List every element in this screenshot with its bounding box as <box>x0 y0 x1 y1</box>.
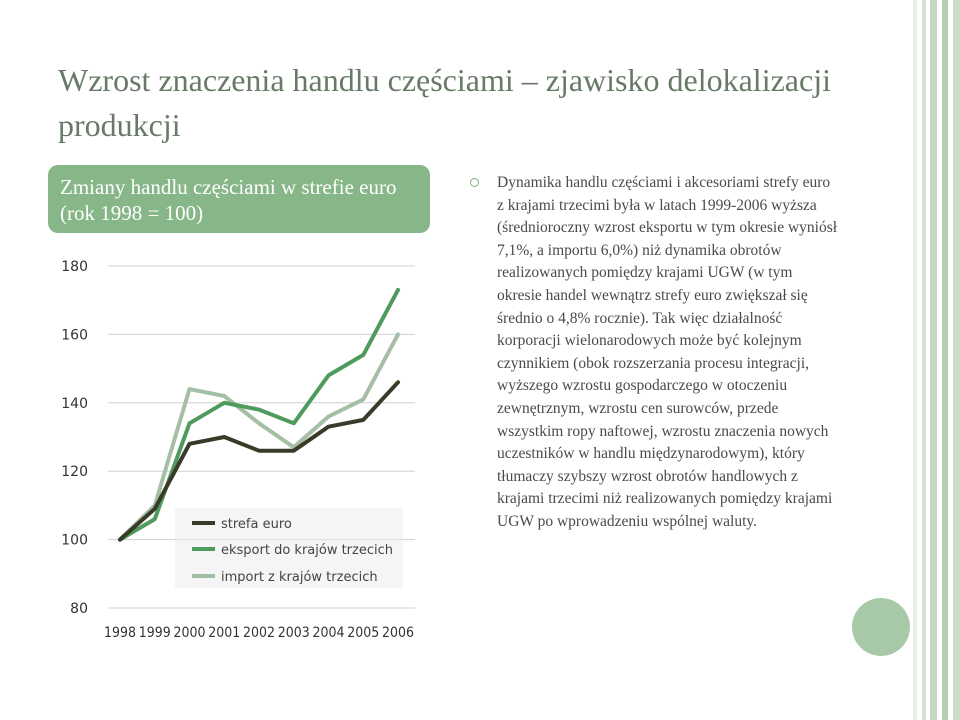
y-tick-label: 100 <box>61 533 88 549</box>
bullet-list: Dynamika handlu częściami i akcesoriami … <box>470 172 840 534</box>
legend-label-import: import z krajów trzecich <box>221 570 378 585</box>
y-tick-label: 120 <box>61 464 88 480</box>
x-tick-label: 2005 <box>347 625 379 641</box>
x-tick-label: 2006 <box>382 625 414 641</box>
y-tick-label: 80 <box>70 601 88 617</box>
decor-stripe <box>953 0 960 720</box>
y-tick-label: 160 <box>61 327 88 343</box>
chart-title-box: Zmiany handlu częściami w strefie euro (… <box>48 165 430 233</box>
x-tick-label: 1999 <box>139 625 171 641</box>
legend-label-eksport: eksport do krajów trzecich <box>221 543 393 558</box>
bullet-text: Dynamika handlu częściami i akcesoriami … <box>497 174 838 530</box>
bullet-icon <box>470 178 479 187</box>
x-tick-label: 2004 <box>313 625 345 641</box>
decor-stripe <box>942 0 948 720</box>
decor-stripe <box>913 0 917 720</box>
legend-label-strefa: strefa euro <box>221 517 292 532</box>
x-tick-label: 2002 <box>243 625 275 641</box>
x-tick-label: 2000 <box>174 625 206 641</box>
x-tick-label: 2003 <box>278 625 310 641</box>
decor-circle <box>852 598 910 656</box>
series-line-import <box>118 332 400 542</box>
decor-stripe <box>922 0 926 720</box>
slide-title: Wzrost znaczenia handlu częściami – zjaw… <box>58 62 831 143</box>
y-tick-label: 180 <box>61 259 88 275</box>
series-line-strefa <box>118 380 400 542</box>
x-tick-label: 1998 <box>104 625 136 641</box>
decor-stripe <box>930 0 937 720</box>
y-tick-label: 140 <box>61 396 88 412</box>
x-tick-label: 2001 <box>208 625 240 641</box>
